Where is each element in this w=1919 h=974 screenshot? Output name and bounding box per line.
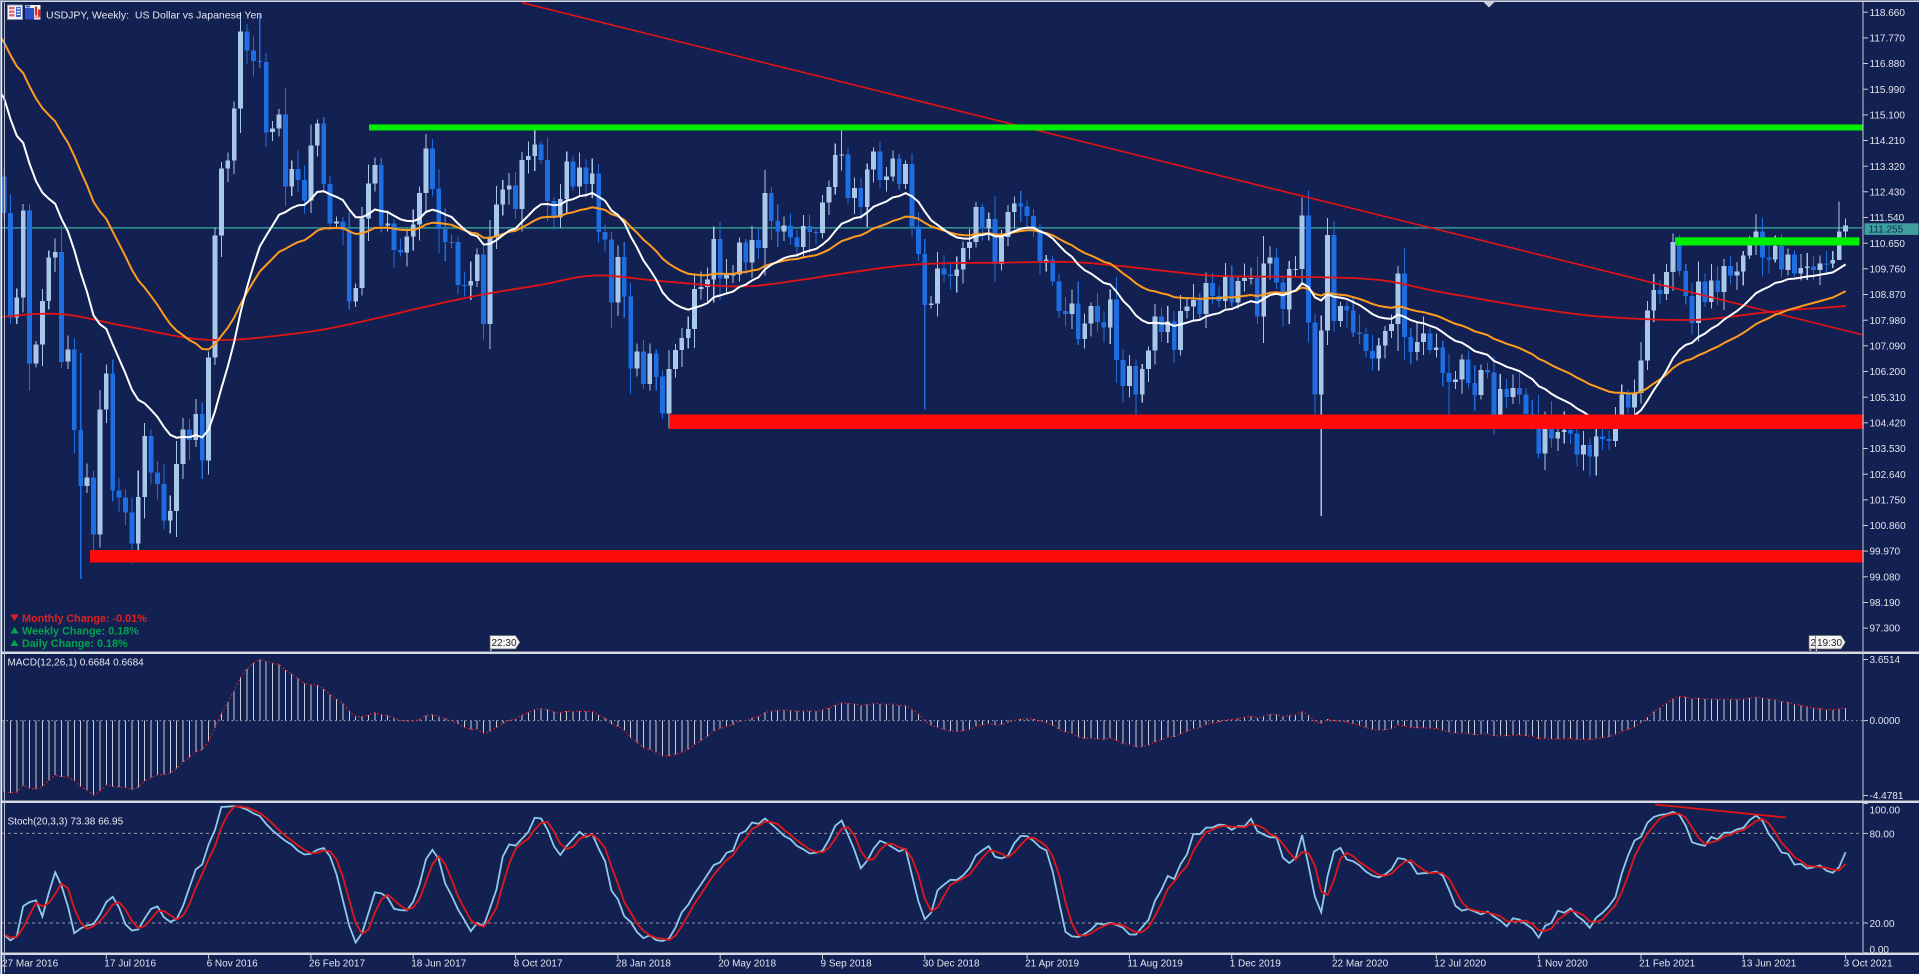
svg-text:107.980: 107.980: [1870, 316, 1907, 327]
svg-text:17 Jul 2016: 17 Jul 2016: [104, 959, 156, 970]
svg-text:99.080: 99.080: [1870, 572, 1901, 583]
svg-text:3.6514: 3.6514: [1870, 655, 1901, 666]
svg-text:1 Nov 2020: 1 Nov 2020: [1537, 959, 1589, 970]
svg-text:30 Dec 2018: 30 Dec 2018: [923, 959, 980, 970]
svg-text:100.860: 100.860: [1870, 521, 1907, 532]
svg-text:110.650: 110.650: [1870, 239, 1906, 250]
svg-text:112.430: 112.430: [1870, 187, 1906, 198]
svg-text:Daily Change: 0.18%: Daily Change: 0.18%: [22, 638, 128, 650]
svg-text:20 May 2018: 20 May 2018: [718, 959, 776, 970]
svg-text:109.760: 109.760: [1870, 264, 1907, 275]
svg-text:Stoch(20,3,3) 73.38 66.95: Stoch(20,3,3) 73.38 66.95: [8, 817, 124, 828]
svg-text:0.00: 0.00: [1870, 945, 1890, 956]
svg-text:118.660: 118.660: [1870, 8, 1906, 19]
svg-text:22 Mar 2020: 22 Mar 2020: [1332, 959, 1389, 970]
svg-text:80.00: 80.00: [1870, 829, 1895, 840]
svg-text:106.200: 106.200: [1870, 367, 1907, 378]
svg-text:114.210: 114.210: [1870, 136, 1906, 147]
svg-text:116.880: 116.880: [1870, 59, 1906, 70]
svg-text:111.540: 111.540: [1870, 213, 1905, 224]
svg-text:100.00: 100.00: [1870, 806, 1901, 817]
svg-text:115.100: 115.100: [1870, 111, 1906, 122]
svg-text:9 Sep 2018: 9 Sep 2018: [821, 959, 873, 970]
svg-text:98.190: 98.190: [1870, 598, 1901, 609]
svg-text:102.640: 102.640: [1870, 470, 1907, 481]
svg-text:6 Nov 2016: 6 Nov 2016: [207, 959, 259, 970]
svg-text:108.870: 108.870: [1870, 290, 1907, 301]
svg-text:13 Jun 2021: 13 Jun 2021: [1741, 959, 1796, 970]
svg-text:99.970: 99.970: [1870, 547, 1901, 558]
svg-text:1 Dec 2019: 1 Dec 2019: [1230, 959, 1282, 970]
svg-text:Monthly Change: -0.01%: Monthly Change: -0.01%: [22, 613, 147, 625]
svg-text:2: 2: [1811, 638, 1817, 649]
svg-text:21 Apr 2019: 21 Apr 2019: [1025, 959, 1079, 970]
svg-text:103.530: 103.530: [1870, 444, 1907, 455]
svg-text:107.090: 107.090: [1870, 341, 1907, 352]
svg-text:-4.4781: -4.4781: [1870, 791, 1904, 802]
svg-text:USDJPY, Weekly: US Dollar vs: USDJPY, Weekly: US Dollar vs Japanese Ye…: [46, 10, 262, 22]
svg-text:19:30: 19:30: [1817, 638, 1842, 649]
svg-text:3 Oct 2021: 3 Oct 2021: [1844, 959, 1893, 970]
svg-text:11 Aug 2019: 11 Aug 2019: [1127, 959, 1183, 970]
svg-text:97.300: 97.300: [1870, 624, 1901, 635]
svg-text:8 Oct 2017: 8 Oct 2017: [514, 959, 563, 970]
svg-text:26 Feb 2017: 26 Feb 2017: [309, 959, 366, 970]
svg-text:101.750: 101.750: [1870, 495, 1907, 506]
svg-text:104.420: 104.420: [1870, 418, 1907, 429]
svg-text:21 Feb 2021: 21 Feb 2021: [1639, 959, 1696, 970]
svg-text:22:30: 22:30: [492, 638, 517, 649]
svg-text:113.320: 113.320: [1870, 162, 1906, 173]
svg-text:0.0000: 0.0000: [1870, 716, 1901, 727]
svg-text:Weekly Change: 0.18%: Weekly Change: 0.18%: [22, 626, 139, 638]
svg-text:27 Mar 2016: 27 Mar 2016: [2, 959, 59, 970]
svg-text:115.990: 115.990: [1870, 85, 1906, 96]
svg-text:18 Jun 2017: 18 Jun 2017: [411, 959, 466, 970]
svg-text:28 Jan 2018: 28 Jan 2018: [616, 959, 671, 970]
svg-text:20.00: 20.00: [1870, 919, 1895, 930]
svg-text:117.770: 117.770: [1870, 34, 1906, 45]
svg-text:111.255: 111.255: [1869, 224, 1904, 235]
svg-text:12 Jul 2020: 12 Jul 2020: [1434, 959, 1486, 970]
svg-text:MACD(12,26,1) 0.6684 0.6684: MACD(12,26,1) 0.6684 0.6684: [8, 658, 145, 669]
svg-text:105.310: 105.310: [1870, 393, 1907, 404]
